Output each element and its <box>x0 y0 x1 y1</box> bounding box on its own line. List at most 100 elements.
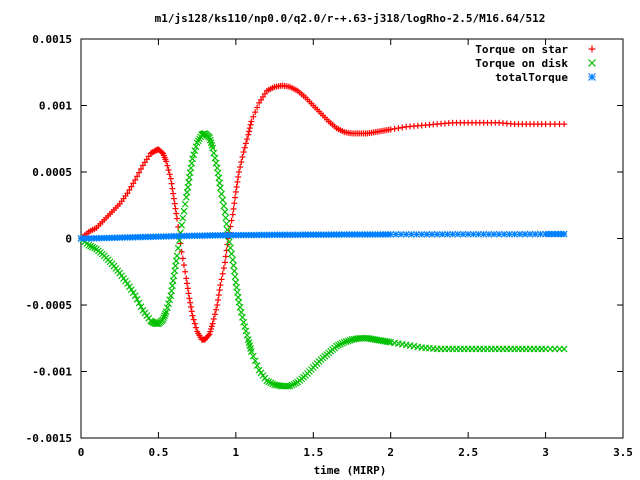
data-point <box>560 345 568 353</box>
data-point <box>247 348 255 355</box>
data-point <box>206 331 213 338</box>
chart-title: m1/js128/ks110/np0.0/q2.0/r-+.63-j318/lo… <box>155 12 546 25</box>
y-tick-label: -0.0005 <box>26 299 72 312</box>
series-layer <box>77 82 568 390</box>
data-point <box>178 221 186 229</box>
data-point <box>163 304 171 312</box>
data-point <box>131 292 139 300</box>
data-point <box>230 262 237 269</box>
data-point <box>208 325 215 332</box>
data-point <box>170 190 177 197</box>
data-point <box>232 188 239 195</box>
data-point <box>385 338 393 346</box>
data-point <box>265 378 273 386</box>
data-point <box>235 169 242 175</box>
data-point <box>391 125 398 132</box>
data-point <box>180 262 187 269</box>
data-point <box>205 332 212 339</box>
data-point <box>239 154 246 161</box>
data-point <box>129 289 137 297</box>
data-point <box>220 265 227 272</box>
data-point <box>238 159 245 166</box>
data-point <box>173 210 180 217</box>
y-tick-label: -0.0015 <box>26 432 72 445</box>
data-point <box>231 273 239 281</box>
data-point <box>124 190 131 197</box>
data-point <box>392 230 400 238</box>
data-point <box>126 186 133 193</box>
data-point <box>290 380 298 388</box>
x-tick-label: 0.5 <box>148 446 168 459</box>
data-point <box>240 149 247 156</box>
data-point <box>178 248 185 255</box>
data-point <box>183 275 190 282</box>
data-point <box>511 230 519 238</box>
data-point <box>242 140 249 147</box>
data-point <box>387 230 395 238</box>
data-point <box>219 196 227 204</box>
data-point <box>213 306 220 313</box>
data-point <box>225 238 233 246</box>
y-tick-label: -0.001 <box>32 366 72 379</box>
data-point <box>137 303 145 311</box>
x-tick-label: 1 <box>233 446 240 459</box>
data-point <box>124 280 131 288</box>
data-point <box>536 230 544 238</box>
data-point <box>284 382 292 390</box>
data-point <box>235 298 243 306</box>
data-point <box>128 183 135 190</box>
legend-label: Torque on star <box>475 43 568 56</box>
data-point <box>91 244 98 252</box>
data-point <box>207 328 214 335</box>
data-point <box>161 312 169 320</box>
data-point <box>223 226 231 234</box>
data-point <box>230 267 238 275</box>
data-point <box>340 338 348 346</box>
data-point <box>218 190 225 198</box>
data-point <box>428 230 436 238</box>
legend-label: Torque on disk <box>475 57 568 70</box>
data-point <box>136 169 143 176</box>
legend-marker <box>588 73 596 81</box>
legend-label: totalTorque <box>495 71 568 84</box>
data-point <box>133 295 141 303</box>
data-point <box>245 131 252 138</box>
data-point <box>223 247 230 254</box>
data-point <box>288 381 296 389</box>
y-tick-label: 0.0015 <box>32 33 72 46</box>
legend-marker <box>588 45 596 53</box>
data-point <box>251 357 259 365</box>
y-tick-label: 0 <box>65 233 72 246</box>
data-point <box>186 295 193 302</box>
data-point <box>267 379 275 387</box>
data-point <box>189 312 196 319</box>
data-point <box>166 171 173 178</box>
data-point <box>418 230 426 238</box>
data-point <box>130 180 137 187</box>
data-point <box>219 270 226 277</box>
data-point <box>286 382 294 390</box>
data-point <box>333 342 340 350</box>
data-point <box>239 313 246 321</box>
data-point <box>243 331 251 339</box>
data-point <box>402 230 410 238</box>
data-point <box>228 250 236 258</box>
data-point <box>241 323 249 331</box>
data-point <box>209 320 216 327</box>
data-point <box>134 173 141 180</box>
x-tick-label: 3.5 <box>613 446 633 459</box>
series-2 <box>77 130 568 390</box>
data-point <box>485 230 493 238</box>
data-point <box>208 323 215 330</box>
data-point <box>216 184 224 192</box>
data-point <box>221 208 229 216</box>
data-point <box>167 175 174 182</box>
data-point <box>561 121 568 128</box>
data-point <box>336 340 344 348</box>
data-point <box>87 242 95 250</box>
data-point <box>181 200 189 208</box>
data-point <box>407 230 415 238</box>
data-point <box>161 310 169 318</box>
